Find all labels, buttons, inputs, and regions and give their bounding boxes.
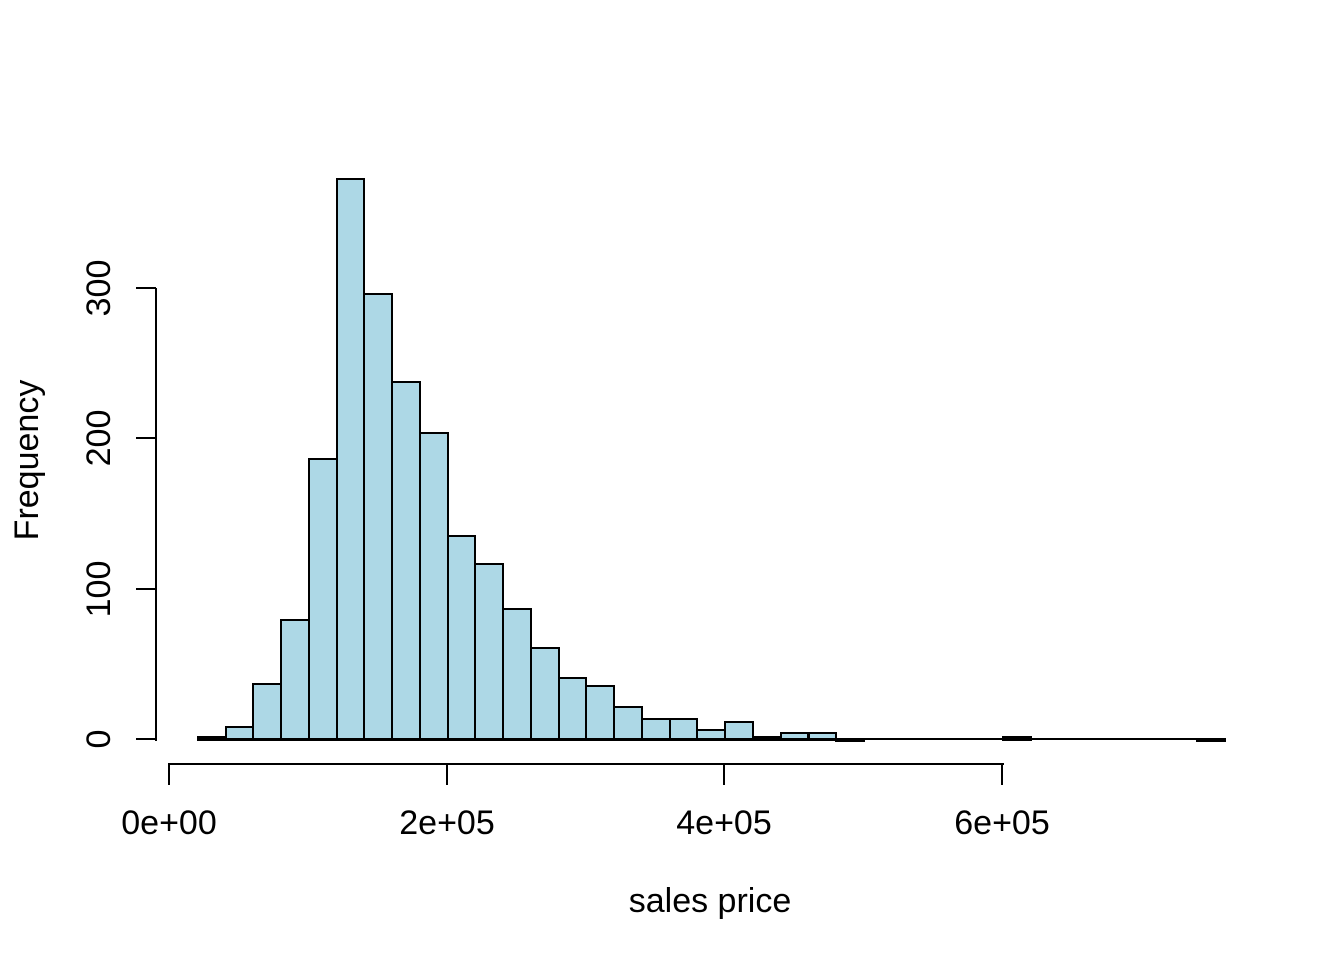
x-axis-line [168,763,1004,765]
histogram-bar [724,721,754,741]
histogram-bar [391,381,421,741]
histogram-bar [252,683,283,741]
x-tick-label: 4e+05 [676,804,772,842]
x-tick-label: 0e+00 [121,804,217,842]
histogram-bar [474,563,505,741]
histogram-bar [280,618,310,741]
x-tick-label: 2e+05 [399,804,495,842]
y-tick-label: 300 [80,259,118,317]
x-tick [723,763,725,785]
histogram-bar [807,731,838,741]
x-tick [168,763,170,785]
y-axis-line [155,288,157,741]
histogram-bar [335,178,366,741]
histogram-baseline [197,738,1226,740]
y-axis-label: Frequency [8,379,46,541]
x-tick [446,763,448,785]
histogram-bar [502,608,532,741]
histogram-bar [363,292,394,741]
x-axis-label: sales price [628,882,792,920]
histogram-bar [307,457,338,741]
y-tick-label: 200 [80,409,118,467]
y-tick [136,287,156,289]
y-tick [136,588,156,590]
x-tick-label: 6e+05 [954,804,1050,842]
histogram-bar [418,432,449,741]
histogram-bar [585,684,616,741]
histogram-bar [529,647,560,741]
y-tick [136,738,156,740]
histogram-bar [557,677,588,741]
y-tick-label: 0 [80,729,118,749]
y-tick [136,437,156,439]
histogram-bar [446,534,477,741]
x-tick [1001,763,1003,785]
histogram-bar [613,705,643,741]
y-tick-label: 100 [80,560,118,618]
